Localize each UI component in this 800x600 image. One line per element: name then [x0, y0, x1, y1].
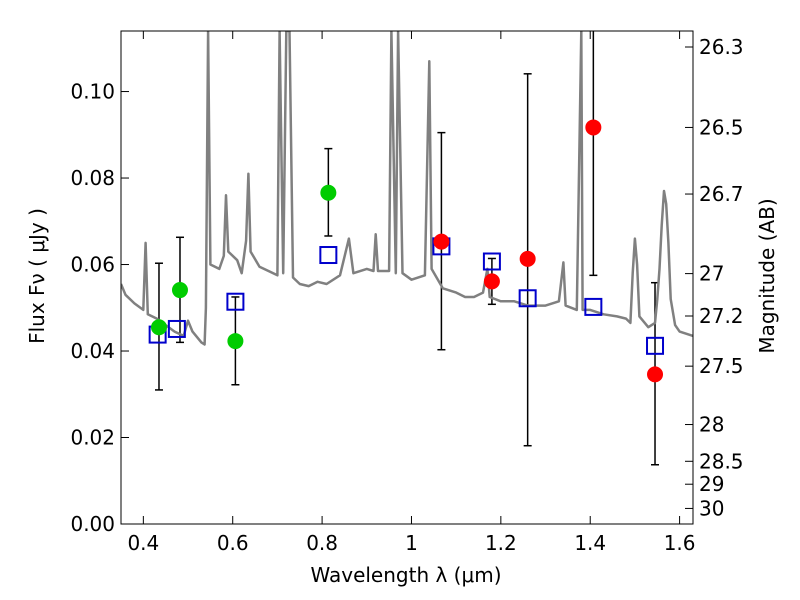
model-photometry-square: [167, 319, 186, 338]
observed-point: [320, 184, 337, 201]
y-axis-ticks: 0.00 0.02 0.04 0.06 0.08 0.10: [70, 80, 129, 536]
y2-tick-label: 28: [699, 413, 724, 437]
y-tick-label: 0.06: [70, 253, 115, 277]
observed-point: [227, 333, 244, 350]
observed-point: [171, 282, 188, 299]
observed-point: [519, 250, 536, 267]
y2-tick-label: 27.2: [699, 304, 744, 328]
model-photometry-square: [518, 289, 537, 308]
y-tick-label: 0.04: [70, 339, 115, 363]
y2-axis-label: Magnitude (AB): [755, 198, 779, 353]
y2-tick-label: 26.3: [699, 35, 744, 59]
x-tick-label: 0.4: [127, 531, 159, 555]
y2-tick-label: 30: [699, 496, 724, 520]
x-tick-label: 1.4: [574, 531, 606, 555]
x-tick-label: 0.6: [217, 531, 249, 555]
model-sed-series: [121, 31, 693, 346]
y2-tick-label: 26.7: [699, 182, 744, 206]
model-photometry-square: [482, 252, 501, 271]
x-axis-label: Wavelength λ (μm): [310, 563, 501, 587]
y2-tick-label: 27.5: [699, 354, 744, 378]
model-sed-line: [121, 31, 693, 346]
x-tick-label: 1.2: [485, 531, 517, 555]
model-photometry-square: [584, 297, 603, 316]
y2-tick-label: 28.5: [699, 449, 744, 473]
y-tick-label: 0.10: [70, 80, 115, 104]
model-photometry-series: [148, 237, 665, 355]
observed-point: [585, 119, 602, 136]
y2-tick-label: 29: [699, 472, 724, 496]
x-axis-ticks: 0.4 0.6 0.8 1 1.2 1.4 1.6: [127, 31, 696, 555]
observed-point: [433, 233, 450, 250]
y-tick-label: 0.08: [70, 166, 115, 190]
y-tick-label: 0.00: [70, 512, 115, 536]
x-tick-label: 1: [405, 531, 418, 555]
observed-point: [150, 319, 167, 336]
x-tick-label: 0.8: [306, 531, 338, 555]
y-tick-label: 0.02: [70, 426, 115, 450]
model-photometry-square: [319, 246, 338, 265]
model-photometry-square: [226, 292, 245, 311]
y2-tick-label: 27: [699, 262, 724, 286]
observed-points-series: [150, 119, 664, 383]
y-axis-label: Flux Fν ( μJy ): [25, 208, 49, 344]
y2-tick-label: 26.5: [699, 115, 744, 139]
error-bar: [589, 31, 598, 277]
observed-point: [483, 273, 500, 290]
plot-frame: [120, 30, 694, 525]
x-tick-label: 1.6: [664, 531, 696, 555]
model-photometry-square: [646, 336, 665, 355]
observed-point: [647, 366, 664, 383]
